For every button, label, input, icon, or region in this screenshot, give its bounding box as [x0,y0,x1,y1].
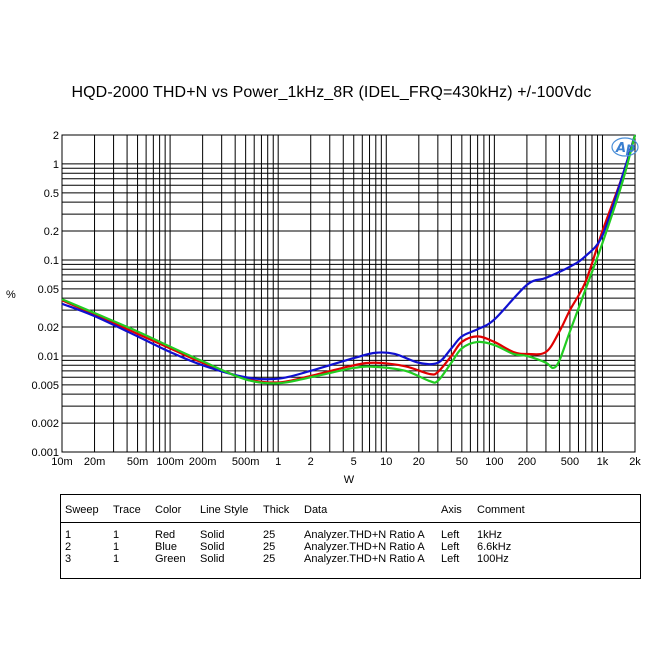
y-tick-label: 0.01 [38,351,59,363]
x-tick-label: 100 [485,456,503,468]
x-tick-label: 50m [127,456,148,468]
x-tick-label: 200m [189,456,217,468]
series-lines [61,134,637,385]
legend-header-cell: Axis [441,504,462,516]
ap-logo-text: Ap [615,141,635,156]
legend-cell: 6.6kHz [477,541,512,553]
y-tick-label: 0.02 [38,322,59,334]
x-tick-label: 50 [456,456,468,468]
legend-cell: 1kHz [477,529,503,541]
y-axis-label: % [6,289,16,301]
y-tick-label: 1 [53,159,59,171]
y-tick-label: 0.2 [44,226,59,238]
y-tick-label: 0.05 [38,284,59,296]
legend-cell: Blue [155,541,178,553]
plot-frame [61,134,636,453]
legend-cell: 25 [263,553,276,565]
legend-cell: Analyzer.THD+N Ratio A [304,529,425,541]
legend-cell: 1 [113,529,120,541]
legend-cell: Green [155,553,186,565]
legend-table: Sweep Trace Color Line Style Thick Data Axis Co… [60,494,641,579]
x-tick-label: 1 [275,456,281,468]
legend-header-cell: Data [304,504,328,516]
x-tick-label: 5 [351,456,357,468]
ap-logo-ring [611,137,639,157]
x-tick-label: 200 [518,456,536,468]
legend-header-rule [61,522,640,523]
y-tick-label: 0.001 [31,447,59,459]
legend-cell: Analyzer.THD+N Ratio A [304,541,425,553]
y-tick-label: 0.002 [31,418,59,430]
y-tick-label: 0.005 [31,380,59,392]
x-tick-label: 20 [413,456,425,468]
legend-cell: 25 [263,529,276,541]
series-line-1 [61,134,637,384]
x-tick-label: 2 [308,456,314,468]
y-tick-label: 0.1 [44,255,59,267]
legend-header-cell: Line Style [200,504,249,516]
y-tick-label: 0.5 [44,188,59,200]
legend-header-cell: Trace [113,504,141,516]
legend-cell: 100Hz [477,553,509,565]
series-line-2 [61,134,637,381]
series-line-3 [61,134,637,385]
legend-cell: 25 [263,541,276,553]
legend-cell: 2 [65,541,72,553]
x-tick-label: 500m [232,456,260,468]
legend-cell: 1 [65,529,72,541]
legend-cell: Analyzer.THD+N Ratio A [304,553,425,565]
chart-title: HQD-2000 THD+N vs Power_1kHz_8R (IDEL_FR… [71,84,592,101]
grid [61,134,636,453]
legend-cell: 1 [113,553,120,565]
legend-header-cell: Thick [263,504,290,516]
legend-cell: Left [441,553,460,565]
x-tick-label: 1k [597,456,609,468]
legend-header-cell: Color [155,504,182,516]
legend-cell: Red [155,529,176,541]
legend-cell: Solid [200,529,225,541]
legend-cell: Left [441,529,460,541]
x-tick-label: 500 [561,456,579,468]
legend-header-cell: Sweep [65,504,99,516]
ap-logo: Ap [611,137,639,157]
x-tick-label: 10m [51,456,72,468]
legend-cell: 1 [113,541,120,553]
x-tick-label: 20m [84,456,105,468]
legend-header-cell: Comment [477,504,525,516]
x-axis-label: W [344,474,355,486]
x-tick-label: 10 [380,456,392,468]
x-tick-label: 2k [629,456,641,468]
legend-cell: Left [441,541,460,553]
legend-cell: 3 [65,553,72,565]
x-tick-label: 100m [156,456,184,468]
legend-cell: Solid [200,553,225,565]
legend-cell: Solid [200,541,225,553]
tick-labels: 10m 20m 50m 100m 200m 500m 1 2 5 10 20 50 100 200 500 1… [31,130,641,468]
y-tick-label: 2 [53,130,59,142]
